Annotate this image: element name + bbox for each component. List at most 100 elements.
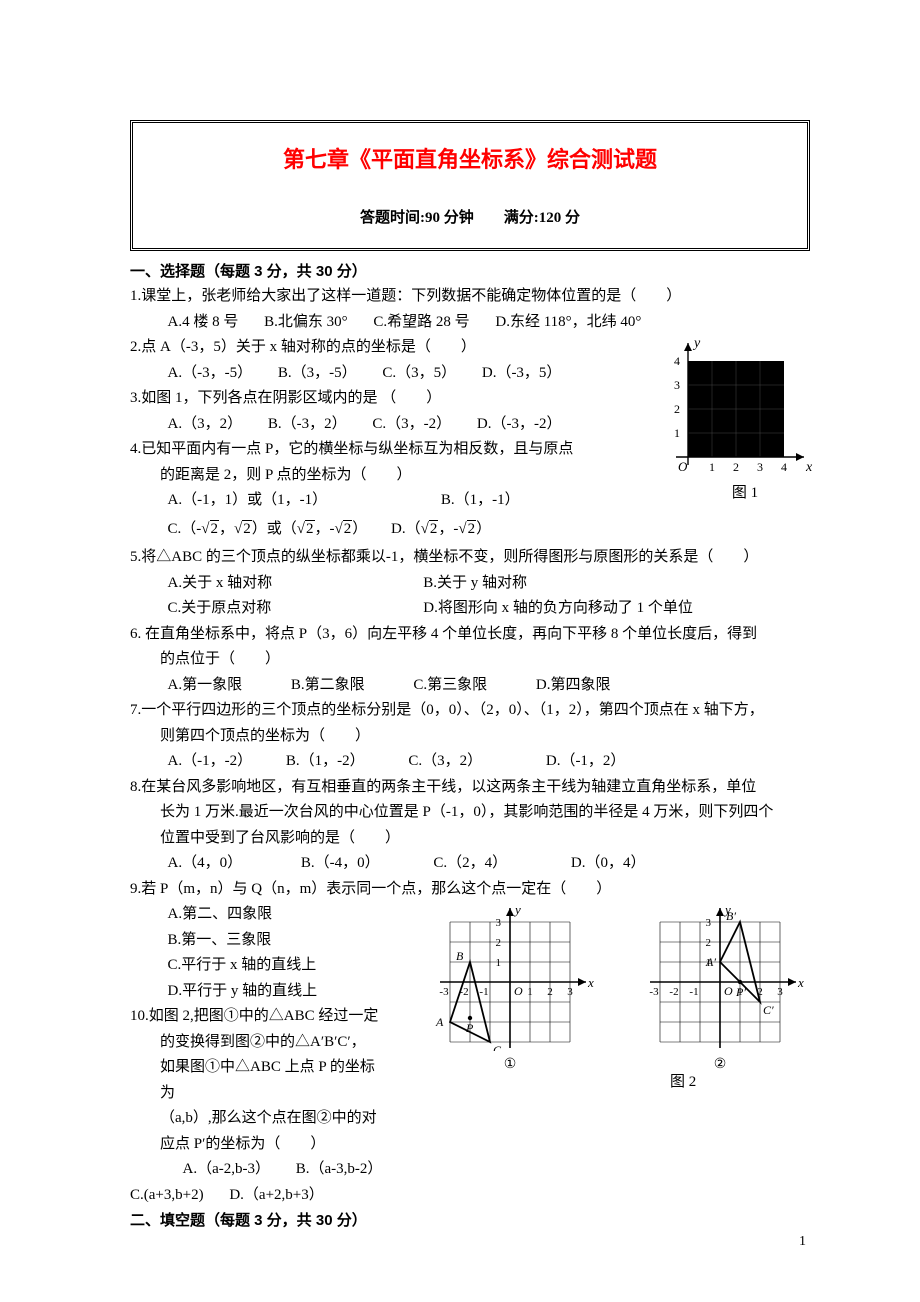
q8-stem2: 长为 1 万米.最近一次台风的中心位置是 P（-1，0），其影响范围的半径是 4… — [130, 800, 810, 826]
q8: 8.在某台风多影响地区，有互相垂直的两条主干线，以这两条主干线为轴建立直角坐标系… — [130, 775, 810, 877]
fig2-caption-main: 图 2 — [670, 1070, 696, 1096]
svg-text:-2: -2 — [669, 986, 678, 998]
q7-opt-a: A.（-1，-2） — [168, 749, 253, 775]
figure-1: 1 2 3 4 1 2 3 4 Ox y 图 1 — [660, 329, 830, 507]
svg-text:1: 1 — [496, 957, 502, 969]
q2-opt-d: D.（-3，5） — [482, 361, 562, 387]
svg-text:3: 3 — [567, 986, 573, 998]
svg-text:3: 3 — [777, 986, 783, 998]
q9-q10-block: 9.若 P（m，n）与 Q（n，m）表示同一个点，那么这个点一定在（ ） -3-… — [130, 877, 810, 1183]
svg-text:A: A — [435, 1015, 444, 1029]
section-2-header: 二、填空题（每题 3 分，共 30 分） — [130, 1208, 810, 1234]
svg-text:-3: -3 — [649, 986, 659, 998]
svg-text:-1: -1 — [479, 986, 488, 998]
q8-opt-a: A.（4，0） — [168, 851, 243, 877]
svg-text:-1: -1 — [689, 986, 698, 998]
q1: 1.课堂上，张老师给大家出了这样一道题：下列数据不能确定物体位置的是（ ） A.… — [130, 284, 810, 335]
q5-stem: 5.将△ABC 的三个顶点的纵坐标都乘以-1，横坐标不变，则所得图形与原图形的关… — [130, 545, 810, 571]
svg-text:4: 4 — [781, 460, 787, 474]
q2-opt-b: B.（3，-5） — [278, 361, 357, 387]
doc-title: 第七章《平面直角坐标系》综合测试题 — [143, 141, 797, 178]
q8-stem1: 8.在某台风多影响地区，有互相垂直的两条主干线，以这两条主干线为轴建立直角坐标系… — [130, 775, 810, 801]
content: 一、选择题（每题 3 分，共 30 分） 12341234Oxy 图 1 1.课… — [130, 259, 810, 1234]
q8-opt-b: B.（-4，0） — [301, 851, 380, 877]
figure-2: -3-2-1123123OxyABCP ① -3-2-1123123OxyA′B… — [380, 906, 810, 1077]
q10-l5: 应点 P′的坐标为（ ） — [130, 1132, 630, 1158]
q9-stem: 9.若 P（m，n）与 Q（n，m）表示同一个点，那么这个点一定在（ ） — [130, 877, 810, 903]
fig2-cap2: ② — [630, 1053, 810, 1077]
q1-opt-b: B.北偏东 30° — [264, 310, 348, 336]
q6-opt-a: A.第一象限 — [168, 673, 243, 699]
svg-text:y: y — [692, 336, 701, 351]
svg-text:3: 3 — [706, 917, 712, 929]
q6-stem1: 6. 在直角坐标系中，将点 P（3，6）向左平移 4 个单位长度，再向下平移 8… — [130, 622, 810, 648]
svg-text:3: 3 — [757, 460, 763, 474]
q4-opt-d: D.（√2，-√2） — [391, 514, 491, 546]
svg-text:C′: C′ — [763, 1003, 774, 1017]
q7-opt-b: B.（1，-2） — [286, 749, 365, 775]
svg-text:O: O — [678, 459, 688, 474]
q3-opt-c: C.（3，-2） — [372, 412, 451, 438]
title-box: 第七章《平面直角坐标系》综合测试题 答题时间:90 分钟 满分:120 分 — [130, 120, 810, 251]
q1-stem: 1.课堂上，张老师给大家出了这样一道题：下列数据不能确定物体位置的是（ ） — [130, 284, 810, 310]
q1-opt-c: C.希望路 28 号 — [373, 310, 469, 336]
q9-opt-b: B.第一、三象限 — [168, 928, 272, 954]
q9-opt-c: C.平行于 x 轴的直线上 — [168, 957, 317, 973]
q5-opt-a: A.关于 x 轴对称 — [168, 571, 398, 597]
q4-opt-a: A.（-1，1）或（1，-1） — [168, 488, 328, 514]
svg-text:1: 1 — [709, 460, 715, 474]
svg-text:4: 4 — [674, 354, 680, 368]
svg-text:1: 1 — [527, 986, 533, 998]
q2-opt-a: A.（-3，-5） — [168, 361, 253, 387]
svg-text:O: O — [724, 984, 733, 998]
q4-opt-c: C.（-√2，√2）或（√2，-√2） — [168, 514, 368, 546]
q7-stem2: 则第四个顶点的坐标为（ ） — [130, 724, 810, 750]
svg-text:x: x — [587, 975, 594, 990]
q10-l4: （a,b）,那么这个点在图②中的对 — [130, 1106, 630, 1132]
svg-text:2: 2 — [496, 937, 502, 949]
q3-opt-b: B.（-3，2） — [268, 412, 347, 438]
svg-text:2: 2 — [733, 460, 739, 474]
figure-1-caption: 图 1 — [660, 481, 830, 507]
q2-opt-c: C.（3，5） — [382, 361, 456, 387]
svg-text:B: B — [456, 949, 464, 963]
svg-text:O: O — [514, 984, 523, 998]
q10-opt-a: A.（a-2,b-3） — [183, 1157, 270, 1183]
svg-text:y: y — [513, 906, 521, 917]
svg-text:x: x — [797, 975, 804, 990]
svg-text:C: C — [493, 1043, 502, 1051]
svg-text:3: 3 — [496, 917, 502, 929]
q10-opt-b: B.（a-3,b-2） — [296, 1157, 383, 1183]
svg-text:3: 3 — [674, 378, 680, 392]
q6: 6. 在直角坐标系中，将点 P（3，6）向左平移 4 个单位长度，再向下平移 8… — [130, 622, 810, 699]
q10-opt-c: C.(a+3,b+2) — [130, 1183, 204, 1209]
svg-text:x: x — [805, 460, 813, 475]
doc-subtitle: 答题时间:90 分钟 满分:120 分 — [143, 206, 797, 232]
q4-opt-b: B.（1，-1） — [441, 488, 520, 514]
q5-opt-b: B.关于 y 轴对称 — [423, 571, 527, 597]
q6-opt-d: D.第四象限 — [536, 673, 611, 699]
fig2-cap1: ① — [420, 1053, 600, 1077]
q9-opt-a: A.第二、四象限 — [168, 902, 273, 928]
q6-opt-b: B.第二象限 — [291, 673, 365, 699]
q9-opt-d: D.平行于 y 轴的直线上 — [168, 983, 318, 999]
svg-text:1: 1 — [674, 426, 680, 440]
q6-stem2: 的点位于（ ） — [130, 647, 810, 673]
q5: 5.将△ABC 的三个顶点的纵坐标都乘以-1，横坐标不变，则所得图形与原图形的关… — [130, 545, 810, 622]
q8-stem3: 位置中受到了台风影响的是（ ） — [130, 826, 810, 852]
svg-text:B′: B′ — [726, 909, 736, 923]
q1-opt-a: A.4 楼 8 号 — [168, 310, 239, 336]
q10-opt-d: D.（a+2,b+3） — [229, 1183, 323, 1209]
q8-opt-d: D.（0，4） — [571, 851, 646, 877]
q5-opt-d: D.将图形向 x 轴的负方向移动了 1 个单位 — [423, 596, 693, 622]
page-number: 1 — [799, 1230, 806, 1254]
q7-opt-c: C.（3，2） — [408, 749, 482, 775]
svg-text:-3: -3 — [439, 986, 449, 998]
svg-text:2: 2 — [706, 937, 712, 949]
svg-text:2: 2 — [674, 402, 680, 416]
q3-opt-d: D.（-3，-2） — [477, 412, 562, 438]
q7-stem1: 7.一个平行四边形的三个顶点的坐标分别是（0，0）、（2，0）、（1，2），第四… — [130, 698, 810, 724]
q7-opt-d: D.（-1，2） — [546, 749, 626, 775]
q3-opt-a: A.（3，2） — [168, 412, 243, 438]
q7: 7.一个平行四边形的三个顶点的坐标分别是（0，0）、（2，0）、（1，2），第四… — [130, 698, 810, 775]
